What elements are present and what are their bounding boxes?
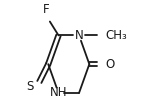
Text: S: S xyxy=(26,80,34,93)
Text: CH₃: CH₃ xyxy=(106,29,128,42)
Text: NH: NH xyxy=(50,86,67,99)
Text: F: F xyxy=(43,3,49,16)
Text: O: O xyxy=(106,58,115,71)
Text: N: N xyxy=(75,29,83,42)
